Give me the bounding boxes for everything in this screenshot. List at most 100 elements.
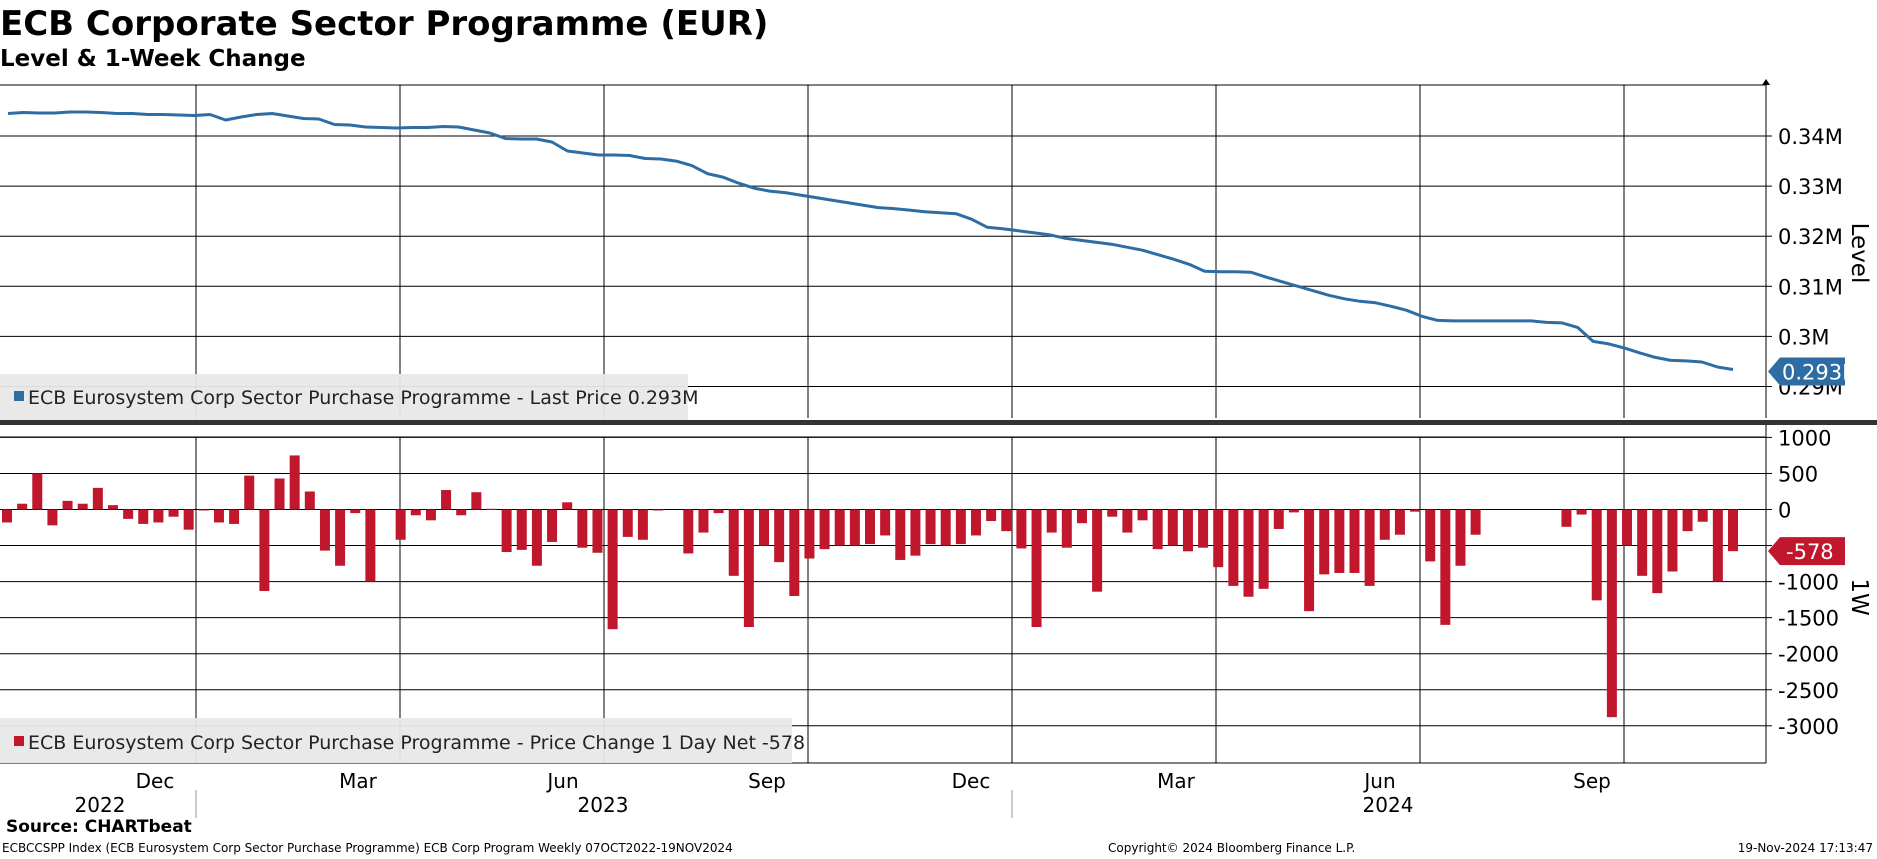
- change-bar: [365, 509, 376, 582]
- change-bar: [637, 509, 648, 540]
- change-bar: [986, 509, 997, 522]
- change-bar: [168, 509, 179, 517]
- level-last-value-label: 0.293M: [1782, 360, 1860, 384]
- change-bar: [1213, 509, 1224, 568]
- change-bar: [547, 509, 558, 542]
- change-legend-box: [0, 718, 792, 763]
- footer-description: ECBCCSPP Index (ECB Eurosystem Corp Sect…: [2, 841, 733, 855]
- change-ytick-label-5: -1500: [1778, 607, 1839, 631]
- change-bar: [1076, 509, 1087, 524]
- change-bar: [304, 491, 315, 510]
- change-bar: [319, 509, 330, 551]
- change-ytick-label-1: 500: [1778, 462, 1818, 486]
- change-bar: [804, 509, 815, 559]
- change-bar: [138, 509, 149, 524]
- change-bar: [1576, 509, 1587, 515]
- source-label: Source: CHARTbeat: [6, 817, 192, 837]
- change-bar: [1410, 509, 1421, 512]
- change-bar: [350, 509, 361, 514]
- change-bar: [471, 492, 482, 510]
- change-bar: [1712, 509, 1723, 582]
- change-bar: [774, 509, 785, 563]
- change-bar: [925, 509, 936, 545]
- change-bar: [910, 509, 921, 556]
- change-bar: [1016, 509, 1027, 549]
- change-bar: [1455, 509, 1466, 566]
- level-ytick-label-3: 0.31M: [1778, 275, 1843, 299]
- footer-copyright: Copyright© 2024 Bloomberg Finance L.P.: [1108, 841, 1356, 855]
- change-bar: [1107, 509, 1118, 517]
- change-bar: [1364, 509, 1375, 586]
- change-bar: [153, 509, 164, 523]
- change-bar: [1591, 509, 1602, 601]
- change-bar: [213, 509, 224, 523]
- change-bar: [622, 509, 633, 537]
- x-tick-label-2: Jun: [545, 769, 578, 793]
- change-ytick-label-6: -2000: [1778, 643, 1839, 667]
- change-bar: [183, 509, 194, 530]
- change-bar: [789, 509, 800, 597]
- change-bars: [2, 455, 1738, 718]
- change-bar: [1243, 509, 1254, 597]
- change-bar: [456, 509, 467, 516]
- change-ytick-label-2: 0: [1778, 499, 1791, 523]
- change-last-value-tag: [1768, 537, 1845, 566]
- change-bar: [653, 509, 664, 511]
- change-bar: [895, 509, 906, 560]
- change-bar: [683, 509, 694, 554]
- change-bar: [698, 509, 709, 533]
- change-bar: [607, 509, 618, 630]
- change-bar: [743, 509, 754, 628]
- change-bar: [865, 509, 875, 545]
- change-bar: [516, 509, 527, 550]
- change-bar: [1319, 509, 1330, 575]
- change-bar: [531, 509, 542, 566]
- change-bar: [562, 502, 573, 510]
- change-bar: [1652, 509, 1663, 594]
- change-bar: [955, 509, 966, 545]
- change-bar: [1637, 509, 1648, 576]
- change-bar: [1728, 509, 1738, 552]
- change-bar: [335, 509, 346, 566]
- change-bar: [1258, 509, 1269, 589]
- level-line: [7, 110, 1734, 371]
- chart-title: ECB Corporate Sector Programme (EUR): [0, 4, 769, 44]
- year-label-2024: 2024: [1363, 793, 1414, 817]
- axes-layer: [195, 79, 1772, 818]
- x-tick-label-0: Dec: [136, 769, 175, 793]
- change-bar: [1349, 509, 1360, 573]
- chart-subtitle: Level & 1-Week Change: [0, 46, 306, 72]
- level-ytick-label-1: 0.33M: [1778, 175, 1843, 199]
- change-bar: [592, 509, 603, 553]
- change-legend-text: ECB Eurosystem Corp Sector Purchase Prog…: [28, 732, 805, 754]
- level-last-value-tag: [1768, 357, 1845, 386]
- x-tick-label-3: Sep: [748, 769, 786, 793]
- change-bar: [259, 509, 270, 591]
- change-bar: [2, 509, 12, 523]
- change-bar: [244, 475, 255, 510]
- change-bar: [1198, 509, 1209, 548]
- change-bar: [486, 508, 497, 510]
- change-bar: [229, 509, 240, 524]
- year-label-2022: 2022: [75, 793, 126, 817]
- change-bar: [1273, 509, 1284, 529]
- change-bar: [1304, 509, 1315, 612]
- change-bar: [1152, 509, 1163, 550]
- change-ytick-label-0: 1000: [1778, 426, 1831, 450]
- level-line-layer: [7, 110, 1734, 371]
- change-bar: [441, 490, 452, 510]
- level-ytick-label-2: 0.32M: [1778, 225, 1843, 249]
- change-bar: [289, 455, 300, 510]
- change-ytick-label-4: -1000: [1778, 571, 1839, 595]
- change-bar: [425, 509, 436, 521]
- change-bar: [1046, 509, 1057, 533]
- change-bar: [1561, 509, 1572, 527]
- year-label-2023: 2023: [578, 793, 629, 817]
- change-ytick-label-8: -3000: [1778, 715, 1839, 739]
- change-bar: [123, 509, 134, 519]
- change-bar: [940, 509, 951, 546]
- change-bar: [880, 509, 891, 536]
- level-ytick-label-0: 0.34M: [1778, 125, 1843, 149]
- change-bar: [395, 509, 406, 540]
